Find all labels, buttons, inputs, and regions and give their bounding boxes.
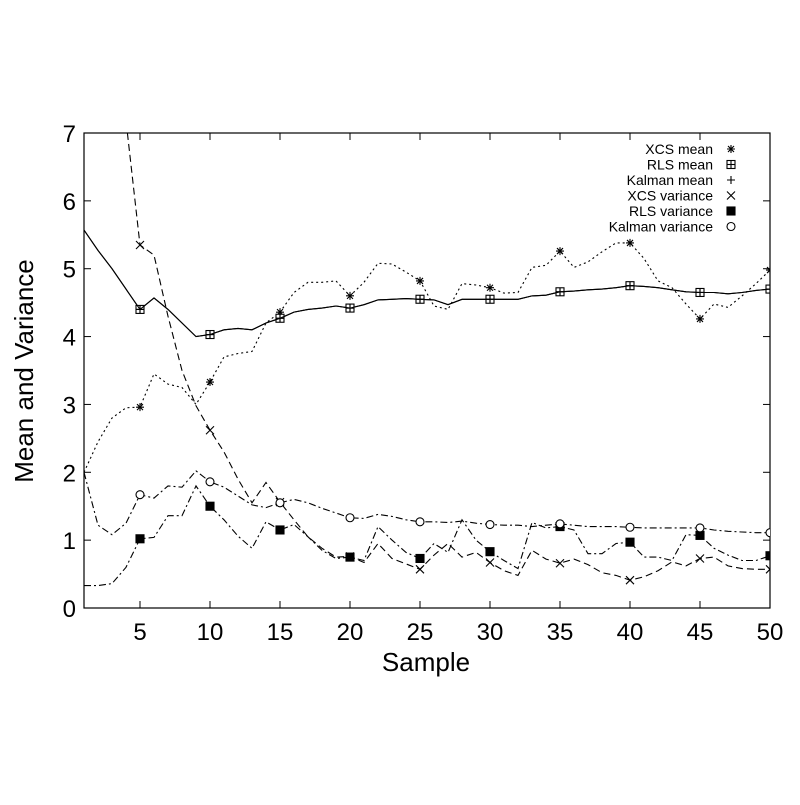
series-line-rls-mean (84, 229, 770, 338)
y-tick-label: 4 (63, 325, 76, 352)
legend-label-xcs-variance: XCS variance (627, 188, 713, 204)
data-point-kalman-mean (696, 288, 704, 297)
legend-marker-rls-mean (726, 159, 736, 170)
data-point-kalman-variance (765, 528, 770, 538)
legend-marker-xcs-mean (727, 145, 735, 153)
data-point-xcs-variance (485, 558, 495, 567)
x-tick-label: 5 (133, 619, 146, 646)
data-point-rls-variance (415, 553, 425, 564)
data-point-xcs-mean (486, 283, 494, 292)
data-point-kalman-variance (625, 522, 635, 532)
data-point-xcs-mean (346, 291, 354, 300)
x-tick-label: 50 (757, 619, 784, 646)
data-point-kalman-variance (135, 490, 145, 500)
y-tick-label: 6 (63, 189, 76, 216)
data-point-xcs-variance (135, 240, 145, 250)
series-rls-mean (84, 229, 770, 340)
y-axis-label: Mean and Variance (9, 259, 39, 483)
x-tick-label: 35 (547, 619, 574, 646)
data-point-kalman-variance (205, 477, 215, 487)
data-point-xcs-variance (765, 564, 770, 574)
x-tick-label: 15 (267, 619, 294, 646)
legend-marker-xcs-variance (726, 191, 736, 200)
data-point-xcs-variance (555, 558, 565, 568)
data-point-xcs-mean (696, 314, 704, 323)
data-point-kalman-variance (345, 513, 355, 523)
y-tick-label: 2 (63, 460, 76, 487)
data-point-rls-variance (275, 525, 285, 535)
legend-label-kalman-mean: Kalman mean (627, 172, 713, 188)
data-point-rls-variance (765, 551, 770, 561)
data-point-xcs-mean (556, 247, 564, 256)
data-point-kalman-variance (695, 523, 705, 533)
data-point-kalman-variance (555, 519, 565, 529)
data-point-xcs-mean (206, 378, 214, 387)
data-point-xcs-mean (136, 403, 144, 412)
plot-frame (83, 132, 771, 609)
series-line-rls-variance (84, 484, 770, 587)
legend-label-rls-variance: RLS variance (629, 203, 713, 219)
y-tick-label: 3 (63, 392, 76, 419)
x-tick-label: 30 (477, 619, 504, 646)
data-point-xcs-variance (205, 425, 215, 435)
series-layer (84, 133, 770, 587)
y-tick-label: 1 (63, 528, 76, 555)
data-point-kalman-variance (415, 517, 425, 527)
data-point-xcs-variance (625, 575, 635, 585)
data-point-rls-variance (625, 537, 635, 547)
legend-marker-kalman-mean (727, 176, 735, 184)
x-tick-label: 25 (407, 619, 434, 646)
series-line-kalman-mean (84, 229, 770, 338)
series-kalman-mean (84, 229, 770, 339)
data-point-rls-variance (485, 547, 495, 557)
legend-label-kalman-variance: Kalman variance (609, 219, 713, 235)
data-point-kalman-variance (275, 498, 285, 508)
series-line-xcs-mean (84, 242, 770, 473)
legend-label-xcs-mean: XCS mean (645, 141, 713, 157)
series-kalman-variance (84, 470, 770, 538)
y-tick-label: 5 (63, 257, 76, 284)
data-point-rls-variance (135, 534, 145, 544)
data-point-xcs-mean (416, 276, 424, 285)
data-point-kalman-mean (346, 304, 354, 313)
data-point-rls-variance (345, 552, 355, 562)
data-point-xcs-mean (276, 308, 284, 317)
data-point-rls-variance (695, 530, 705, 540)
data-point-kalman-mean (416, 295, 424, 304)
data-point-kalman-mean (626, 281, 634, 290)
data-point-xcs-mean (626, 238, 634, 247)
x-axis-label: Sample (382, 647, 470, 677)
legend-label-rls-mean: RLS mean (647, 157, 713, 173)
data-point-kalman-mean (276, 314, 284, 323)
series-xcs-mean (84, 238, 770, 473)
x-tick-label: 40 (617, 619, 644, 646)
x-tick-label: 20 (337, 619, 364, 646)
data-point-xcs-variance (415, 564, 425, 574)
x-tick-label: 10 (197, 619, 224, 646)
data-point-xcs-variance (695, 554, 705, 563)
data-point-kalman-mean (766, 285, 770, 294)
legend-marker-rls-variance (726, 206, 736, 216)
x-tick-label: 45 (687, 619, 714, 646)
y-tick-label: 0 (63, 596, 76, 623)
data-point-kalman-mean (136, 305, 144, 314)
data-point-kalman-mean (486, 295, 494, 304)
legend-marker-kalman-variance (726, 221, 736, 232)
data-point-rls-variance (205, 501, 215, 511)
data-point-kalman-variance (485, 519, 495, 530)
y-tick-label: 7 (63, 121, 76, 148)
data-point-kalman-mean (556, 287, 564, 296)
data-point-xcs-mean (766, 266, 770, 275)
series-line-kalman-variance (84, 470, 770, 536)
data-point-kalman-mean (206, 330, 214, 339)
series-rls-variance (84, 484, 770, 587)
